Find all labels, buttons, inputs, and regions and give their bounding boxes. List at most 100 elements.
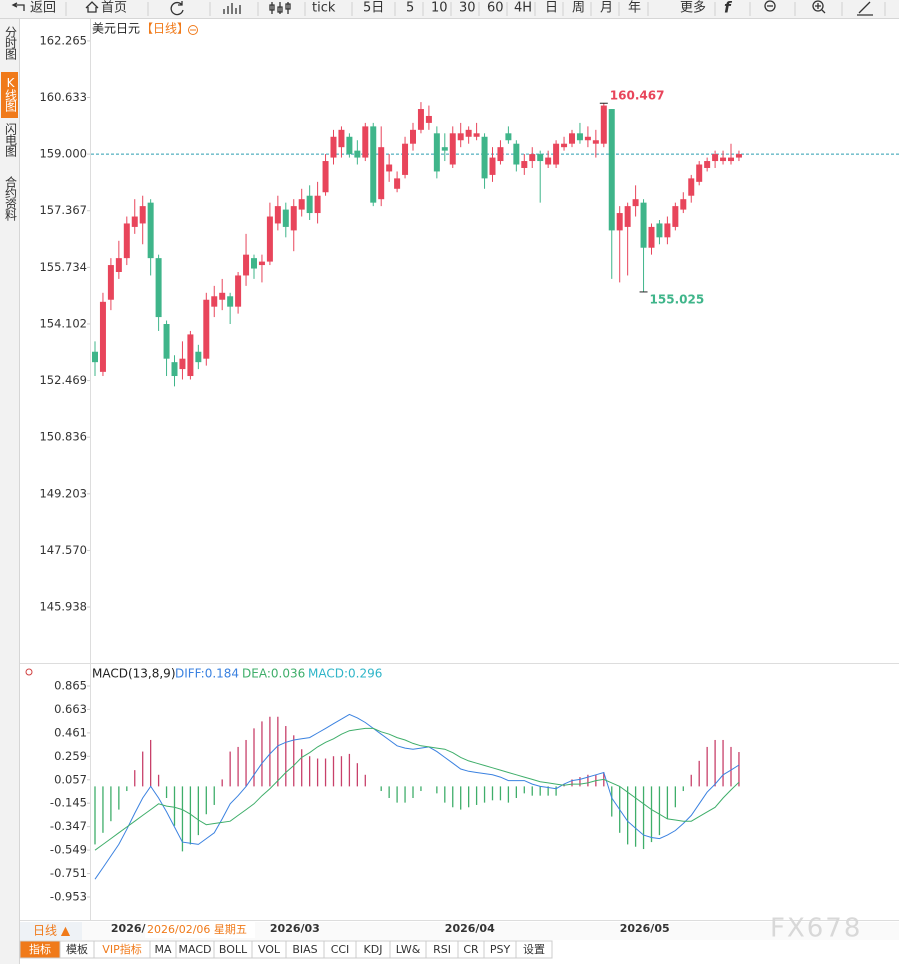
candle-body <box>362 126 369 158</box>
zoom-out-icon[interactable] <box>764 0 776 12</box>
candle-body <box>648 226 655 248</box>
toolbar-item[interactable]: 日 <box>545 1 558 16</box>
toolbar-item[interactable]: 年 <box>628 1 641 16</box>
indicator-tab[interactable]: MACD <box>179 943 212 956</box>
candle-body <box>251 258 257 269</box>
candle-body <box>569 133 575 144</box>
candle-body <box>227 296 234 307</box>
indicator-tab[interactable]: CCI <box>331 943 350 956</box>
watermark: FX678 <box>770 914 862 944</box>
toolbar-item[interactable]: tick <box>312 1 336 16</box>
macd-title: MACD(13,8,9) <box>92 667 176 681</box>
period-bg <box>20 922 82 940</box>
tab-bg <box>515 940 553 959</box>
fx-icon[interactable]: f <box>724 0 733 17</box>
indicator-tab[interactable]: MA <box>154 943 171 956</box>
candle-body <box>290 206 297 231</box>
indicator-tab[interactable]: CR <box>463 943 479 956</box>
toolbar-item[interactable]: 更多 <box>680 0 706 16</box>
candle-body <box>282 209 289 227</box>
candle-body <box>441 147 448 151</box>
candle-body <box>616 213 623 231</box>
y-tick-label: 152.469 <box>39 373 87 387</box>
indicator-tab[interactable]: LW& <box>396 943 421 956</box>
candle-body <box>664 223 671 238</box>
y-tick-label: 160.633 <box>39 90 87 104</box>
macd-tick-label: 0.461 <box>54 725 87 739</box>
candle-body <box>465 129 472 137</box>
candle-body <box>378 147 385 200</box>
toolbar-item[interactable]: 30 <box>459 1 476 16</box>
macd-tick-label: 0.259 <box>54 749 87 763</box>
candle-body <box>545 157 552 165</box>
candle-body <box>258 261 265 266</box>
bars-icon[interactable] <box>223 3 241 14</box>
pen-icon[interactable] <box>857 1 873 16</box>
indicator-tab[interactable]: 设置 <box>523 943 545 956</box>
toolbar-item[interactable]: 4H <box>514 1 532 16</box>
x-tick-label: 2026/04 <box>445 922 495 935</box>
macd-tick-label: -0.751 <box>50 866 87 880</box>
toolbar-item[interactable]: 首页 <box>101 1 127 16</box>
indicator-tab[interactable]: RSI <box>433 943 451 956</box>
candle-body <box>330 136 337 158</box>
y-tick-label: 157.367 <box>39 203 87 217</box>
candle-body <box>553 143 560 165</box>
x-tick-label: 2026/05 <box>620 922 670 935</box>
sidebar-tab[interactable]: K线图 <box>4 76 18 112</box>
toggle-icon[interactable] <box>188 25 198 35</box>
cursor-box <box>145 922 255 938</box>
toolbar-bg <box>0 0 899 18</box>
toolbar-item[interactable]: 月 <box>600 1 613 16</box>
candle-body <box>147 202 154 259</box>
candle-body <box>720 157 727 162</box>
toolbar-item[interactable]: 5 <box>406 1 414 16</box>
x-tick-label: 2026/ <box>111 922 147 935</box>
candle-body <box>338 129 345 148</box>
indicator-tab[interactable]: PSY <box>490 943 511 956</box>
settings-icon[interactable] <box>25 668 33 676</box>
candle-body <box>131 216 138 227</box>
sidebar-tab[interactable]: 合约资料 <box>4 175 18 221</box>
indicator-tab[interactable]: VOL <box>258 943 281 956</box>
candle-body <box>728 157 734 162</box>
y-tick-label: 145.938 <box>39 600 87 614</box>
candle-body <box>107 265 114 300</box>
toolbar-item[interactable]: 周 <box>572 1 585 16</box>
back-icon[interactable] <box>11 2 25 11</box>
indicator-tab[interactable]: KDJ <box>364 943 383 956</box>
toolbar-item[interactable]: 10 <box>431 1 448 16</box>
toolbar-item[interactable]: 返回 <box>30 1 56 16</box>
candle-icon[interactable] <box>269 2 291 14</box>
sidebar-tab[interactable]: 闪电图 <box>4 123 18 157</box>
candle-body <box>92 351 98 363</box>
candle-body <box>592 140 599 144</box>
candle-body <box>298 199 305 210</box>
candle-body <box>123 223 130 259</box>
indicator-tab[interactable]: 指标 <box>29 942 51 956</box>
toolbar-item[interactable]: 60 <box>487 1 504 16</box>
candle-body <box>386 164 393 172</box>
indicator-tab[interactable]: BOLL <box>219 943 248 956</box>
candle-body <box>99 301 106 372</box>
macd-line <box>94 713 740 880</box>
candle-body <box>513 143 520 165</box>
indicator-tab[interactable]: VIP指标 <box>102 942 141 956</box>
zoom-in-icon[interactable] <box>812 0 824 12</box>
indicator-tab[interactable]: BIAS <box>292 943 317 956</box>
candle-body <box>481 136 488 179</box>
y-tick-label: 149.203 <box>39 486 87 500</box>
sidebar-tab[interactable]: 分时图 <box>4 26 18 60</box>
macd-tick-label: 0.057 <box>54 772 87 786</box>
home-icon[interactable] <box>85 1 99 13</box>
candle-body <box>608 109 615 231</box>
candle-body <box>688 178 695 196</box>
candle-body <box>211 296 218 307</box>
toolbar-item[interactable]: 5日 <box>363 1 384 16</box>
refresh-icon[interactable] <box>170 1 184 16</box>
toolbar-icons: f <box>11 0 873 17</box>
candle-body <box>370 126 377 203</box>
candle-body <box>433 133 440 172</box>
period-label[interactable]: 日线 ▲ <box>33 924 71 938</box>
indicator-tab[interactable]: 模板 <box>66 942 88 956</box>
